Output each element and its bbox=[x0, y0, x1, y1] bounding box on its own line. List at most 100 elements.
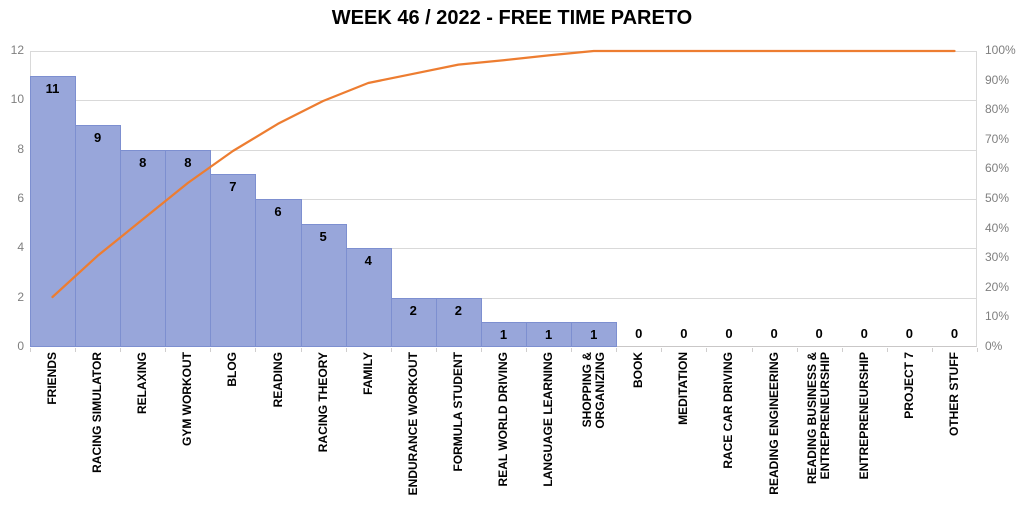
bar-value-label: 0 bbox=[905, 326, 913, 341]
category-label: LANGUAGE LEARNING bbox=[541, 352, 556, 487]
percent-axis-tick-label: 0% bbox=[985, 339, 1003, 353]
percent-axis-tick-label: 80% bbox=[985, 102, 1010, 117]
category-label: RELAXING bbox=[135, 352, 150, 415]
chart-title: WEEK 46 / 2022 - FREE TIME PARETO bbox=[331, 7, 693, 29]
category-cell: LANGUAGE LEARNING bbox=[526, 352, 571, 517]
pareto-bar bbox=[435, 297, 482, 347]
pareto-bar bbox=[255, 199, 302, 347]
percent-axis-tick-label: 60% bbox=[985, 161, 1010, 176]
pareto-bar bbox=[571, 322, 618, 347]
x-axis-tick bbox=[571, 348, 573, 352]
percent-axis-tick-label: 30% bbox=[985, 250, 1010, 265]
bar-value-label: 9 bbox=[94, 130, 102, 145]
bar-value-label: 0 bbox=[950, 326, 959, 341]
category-label: FORMULA STUDENT bbox=[450, 352, 465, 472]
bar-value-label: 11 bbox=[45, 80, 60, 96]
bar-value-label: 8 bbox=[139, 154, 147, 170]
pareto-bar bbox=[480, 322, 528, 347]
category-label: ENTREPRENEURSHIP bbox=[856, 352, 871, 480]
category-cell: RACING SIMULATOR bbox=[75, 352, 120, 517]
x-axis-tick bbox=[210, 348, 212, 352]
x-axis-tick bbox=[931, 348, 933, 352]
x-axis-tick bbox=[390, 348, 392, 352]
category-cell: RACING THEORY bbox=[301, 352, 346, 517]
percent-axis-tick-label: 10% bbox=[985, 309, 1010, 324]
category-label: BLOG bbox=[225, 352, 240, 387]
bar-value-label: 1 bbox=[590, 327, 598, 343]
percent-axis-tick-label: 40% bbox=[985, 220, 1010, 235]
category-cell: FRIENDS bbox=[30, 352, 75, 517]
x-axis-tick bbox=[120, 348, 122, 352]
category-label: RACING THEORY bbox=[315, 352, 330, 453]
x-axis-tick bbox=[796, 348, 798, 352]
percent-axis-tick-label: 20% bbox=[985, 279, 1010, 294]
category-cell: REAL WORLD DRIVING bbox=[481, 352, 526, 517]
bar-value-label: 6 bbox=[274, 204, 282, 219]
bar-value-label: 2 bbox=[454, 302, 462, 318]
category-cell: ENTREPRENEURSHIP bbox=[842, 352, 887, 517]
bar-value-label: 0 bbox=[860, 326, 868, 341]
y-axis-tick-label: 6 bbox=[17, 191, 24, 205]
category-cell: BOOK bbox=[616, 352, 661, 517]
y-axis-tick-label: 2 bbox=[17, 289, 24, 304]
category-label: MEDITATION bbox=[676, 352, 691, 425]
x-axis-tick bbox=[480, 348, 482, 352]
category-cell: FAMILY bbox=[346, 352, 391, 517]
category-cell: MEDITATION bbox=[661, 352, 706, 517]
bar-value-label: 1 bbox=[499, 327, 508, 343]
gridline bbox=[31, 297, 977, 299]
bar-value-label: 4 bbox=[364, 253, 372, 269]
pareto-bar bbox=[210, 174, 257, 347]
bar-value-label: 0 bbox=[680, 326, 688, 341]
category-cell: SHOPPING & ORGANIZING bbox=[571, 352, 616, 517]
category-cell: RELAXING bbox=[120, 352, 165, 517]
y-axis-tick-label: 8 bbox=[17, 141, 24, 156]
bar-value-label: 0 bbox=[635, 326, 643, 341]
category-cell: READING ENGINEERING bbox=[752, 352, 797, 517]
x-axis-tick bbox=[706, 348, 708, 352]
pareto-bar bbox=[526, 322, 573, 347]
x-axis-tick bbox=[345, 348, 347, 352]
bar-value-label: 0 bbox=[815, 326, 823, 341]
category-label: RACE CAR DRIVING bbox=[721, 352, 736, 469]
category-label: GYM WORKOUT bbox=[180, 352, 195, 446]
x-axis-tick bbox=[526, 348, 528, 352]
gridline bbox=[31, 100, 977, 102]
category-label: FAMILY bbox=[360, 352, 375, 395]
category-cell: GYM WORKOUT bbox=[165, 352, 210, 517]
bar-value-label: 5 bbox=[319, 228, 327, 244]
category-cell: OTHER STUFF bbox=[932, 352, 977, 517]
x-axis-tick bbox=[661, 348, 663, 352]
category-label: READING ENGINEERING bbox=[766, 352, 781, 495]
category-label: SHOPPING & ORGANIZING bbox=[579, 352, 607, 429]
x-axis-tick bbox=[977, 348, 978, 352]
x-axis-tick bbox=[75, 348, 77, 352]
category-label: FRIENDS bbox=[45, 352, 60, 405]
pareto-bar bbox=[75, 125, 122, 347]
x-axis-tick bbox=[435, 348, 437, 352]
category-label: BOOK bbox=[631, 352, 646, 388]
bar-value-label: 1 bbox=[544, 327, 553, 343]
category-label: RACING SIMULATOR bbox=[90, 352, 105, 473]
y-axis-tick-label: 0 bbox=[17, 339, 24, 353]
x-axis-tick bbox=[886, 348, 888, 352]
bar-value-label: 0 bbox=[725, 326, 733, 341]
x-axis-tick bbox=[841, 348, 843, 352]
percent-axis-tick-label: 90% bbox=[985, 72, 1010, 87]
bar-value-label: 2 bbox=[409, 302, 417, 318]
x-axis-tick bbox=[30, 348, 31, 352]
category-label: REAL WORLD DRIVING bbox=[496, 352, 510, 487]
y-axis-tick-label: 12 bbox=[10, 43, 24, 57]
category-cell: FORMULA STUDENT bbox=[436, 352, 481, 517]
category-label: READING BUSINESS & ENTREPRENEURSHIP bbox=[805, 352, 833, 485]
x-axis-tick bbox=[255, 348, 257, 352]
category-cell: RACE CAR DRIVING bbox=[706, 352, 751, 517]
bar-value-label: 0 bbox=[770, 326, 778, 341]
percent-axis-tick-label: 70% bbox=[985, 131, 1010, 146]
x-axis-tick bbox=[751, 348, 753, 352]
y-axis-tick-label: 10 bbox=[10, 92, 24, 107]
category-cell: PROJECT 7 bbox=[887, 352, 932, 517]
category-cell: READING bbox=[255, 352, 300, 517]
pareto-bar bbox=[165, 149, 212, 347]
y-axis-tick-label: 4 bbox=[17, 240, 24, 255]
